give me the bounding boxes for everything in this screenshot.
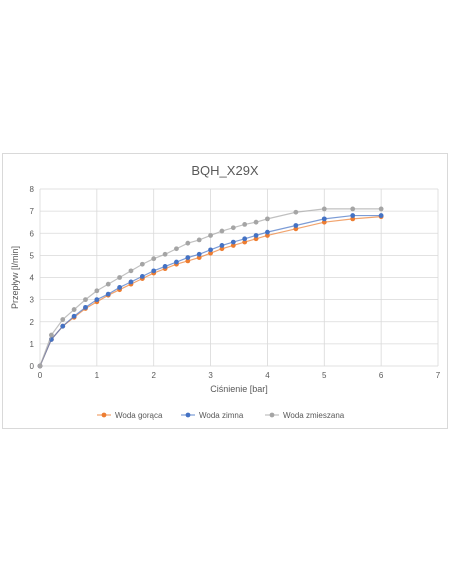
- data-point: [265, 229, 270, 235]
- data-point: [242, 222, 248, 227]
- y-tick-label: 0: [30, 362, 35, 371]
- y-tick-label: 7: [30, 207, 35, 216]
- data-point: [208, 247, 213, 253]
- data-point: [219, 246, 225, 252]
- data-point: [105, 281, 111, 287]
- data-point: [230, 225, 236, 231]
- data-point: [71, 307, 77, 312]
- data-point: [196, 237, 202, 243]
- data-point: [185, 258, 191, 264]
- legend: Woda gorąca Woda zimna Woda zmieszana: [97, 411, 345, 420]
- data-point: [83, 304, 88, 310]
- y-tick-label: 3: [30, 296, 35, 305]
- data-point: [71, 313, 77, 319]
- legend-item: Woda gorąca: [97, 411, 163, 420]
- series-layer: [37, 206, 384, 369]
- y-axis-title: Przepływ [l/min]: [10, 246, 20, 309]
- data-point: [60, 323, 66, 329]
- data-point: [185, 240, 191, 246]
- data-point: [151, 268, 157, 274]
- data-point: [253, 236, 259, 242]
- grid-layer: [39, 188, 439, 367]
- data-point: [94, 288, 100, 294]
- data-point: [151, 256, 157, 262]
- data-point: [253, 233, 259, 238]
- data-point: [196, 251, 202, 257]
- data-point: [117, 285, 122, 290]
- x-tick-label: 5: [322, 371, 327, 380]
- x-tick-label: 1: [95, 371, 100, 380]
- data-point: [265, 233, 270, 238]
- data-point: [105, 291, 111, 297]
- chart-frame: BQH_X29X 0 1 2 3 4 5 6 7 8 0 1 2 3 4 5 6 7 Ciśnienie [ba…: [2, 153, 448, 429]
- data-point: [208, 250, 213, 256]
- data-point: [350, 216, 356, 222]
- legend-marker: [269, 412, 275, 418]
- x-tick-label: 3: [208, 371, 213, 380]
- data-point: [293, 223, 299, 228]
- y-tick-label: 1: [30, 340, 35, 349]
- data-point: [174, 259, 179, 265]
- data-point: [350, 213, 356, 218]
- legend-item: Woda zmieszana: [265, 411, 345, 420]
- data-point: [230, 239, 236, 245]
- data-point: [185, 255, 191, 260]
- data-point: [378, 206, 384, 212]
- data-point: [253, 219, 259, 225]
- data-point: [208, 233, 213, 238]
- y-tick-label: 2: [30, 318, 35, 327]
- axis-layer: 0 1 2 3 4 5 6 7 8 0 1 2 3 4 5 6 7: [30, 185, 441, 380]
- x-axis-title: Ciśnienie [bar]: [210, 384, 268, 394]
- y-tick-label: 8: [30, 185, 35, 194]
- data-point: [196, 255, 202, 260]
- data-point: [48, 332, 54, 338]
- data-point: [94, 297, 100, 303]
- data-point: [350, 206, 356, 212]
- legend-label: Woda zmieszana: [283, 411, 345, 420]
- y-tick-label: 6: [30, 229, 35, 238]
- y-tick-label: 4: [30, 274, 35, 283]
- data-point: [128, 279, 134, 285]
- data-point: [162, 251, 168, 257]
- data-point: [139, 261, 145, 267]
- data-point: [162, 264, 168, 269]
- x-tick-label: 2: [151, 371, 156, 380]
- data-point: [128, 268, 134, 274]
- data-point: [117, 275, 122, 280]
- legend-item: Woda zimna: [181, 411, 244, 420]
- x-tick-label: 4: [265, 371, 270, 380]
- data-point: [321, 216, 327, 222]
- data-point: [83, 297, 88, 303]
- data-point: [242, 239, 248, 245]
- x-tick-label: 6: [379, 371, 384, 380]
- legend-label: Woda zimna: [199, 411, 244, 420]
- data-point: [293, 226, 299, 232]
- legend-label: Woda gorąca: [115, 411, 163, 420]
- y-tick-label: 5: [30, 251, 35, 260]
- data-point: [378, 213, 384, 218]
- x-tick-label: 0: [38, 371, 43, 380]
- legend-marker: [185, 412, 191, 418]
- x-tick-label: 7: [436, 371, 441, 380]
- chart-svg: BQH_X29X 0 1 2 3 4 5 6 7 8 0 1 2 3 4 5 6 7 Ciśnienie [ba…: [10, 163, 441, 420]
- data-point: [219, 228, 225, 234]
- legend-marker: [101, 412, 107, 418]
- chart-title: BQH_X29X: [191, 163, 259, 178]
- data-point: [37, 363, 43, 369]
- data-point: [321, 206, 327, 212]
- data-point: [230, 243, 236, 248]
- data-point: [60, 317, 66, 322]
- data-point: [293, 209, 299, 215]
- data-point: [139, 273, 145, 279]
- data-point: [242, 236, 248, 242]
- data-point: [265, 216, 270, 222]
- data-point: [321, 219, 327, 225]
- data-point: [174, 246, 179, 252]
- series-2: [37, 206, 384, 369]
- data-point: [219, 243, 225, 248]
- series-1: [37, 213, 384, 369]
